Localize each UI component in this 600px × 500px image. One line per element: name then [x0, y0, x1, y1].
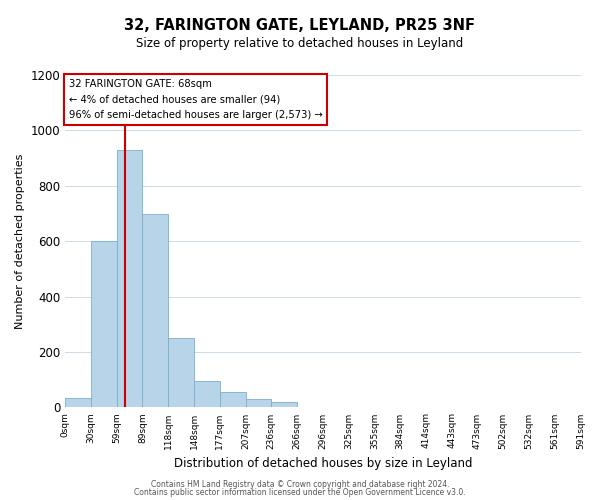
Bar	[271, 402, 297, 407]
Text: 32 FARINGTON GATE: 68sqm
← 4% of detached houses are smaller (94)
96% of semi-de: 32 FARINGTON GATE: 68sqm ← 4% of detache…	[68, 79, 322, 120]
Bar	[168, 338, 194, 407]
Text: Contains HM Land Registry data © Crown copyright and database right 2024.: Contains HM Land Registry data © Crown c…	[151, 480, 449, 489]
Bar	[245, 398, 271, 407]
Bar	[65, 398, 91, 407]
X-axis label: Distribution of detached houses by size in Leyland: Distribution of detached houses by size …	[173, 457, 472, 470]
Text: Contains public sector information licensed under the Open Government Licence v3: Contains public sector information licen…	[134, 488, 466, 497]
Bar	[91, 241, 117, 408]
Text: 32, FARINGTON GATE, LEYLAND, PR25 3NF: 32, FARINGTON GATE, LEYLAND, PR25 3NF	[125, 18, 476, 32]
Bar	[142, 214, 168, 408]
Y-axis label: Number of detached properties: Number of detached properties	[15, 154, 25, 329]
Bar	[194, 381, 220, 407]
Bar	[220, 392, 245, 407]
Bar	[117, 150, 142, 407]
Text: Size of property relative to detached houses in Leyland: Size of property relative to detached ho…	[136, 38, 464, 51]
